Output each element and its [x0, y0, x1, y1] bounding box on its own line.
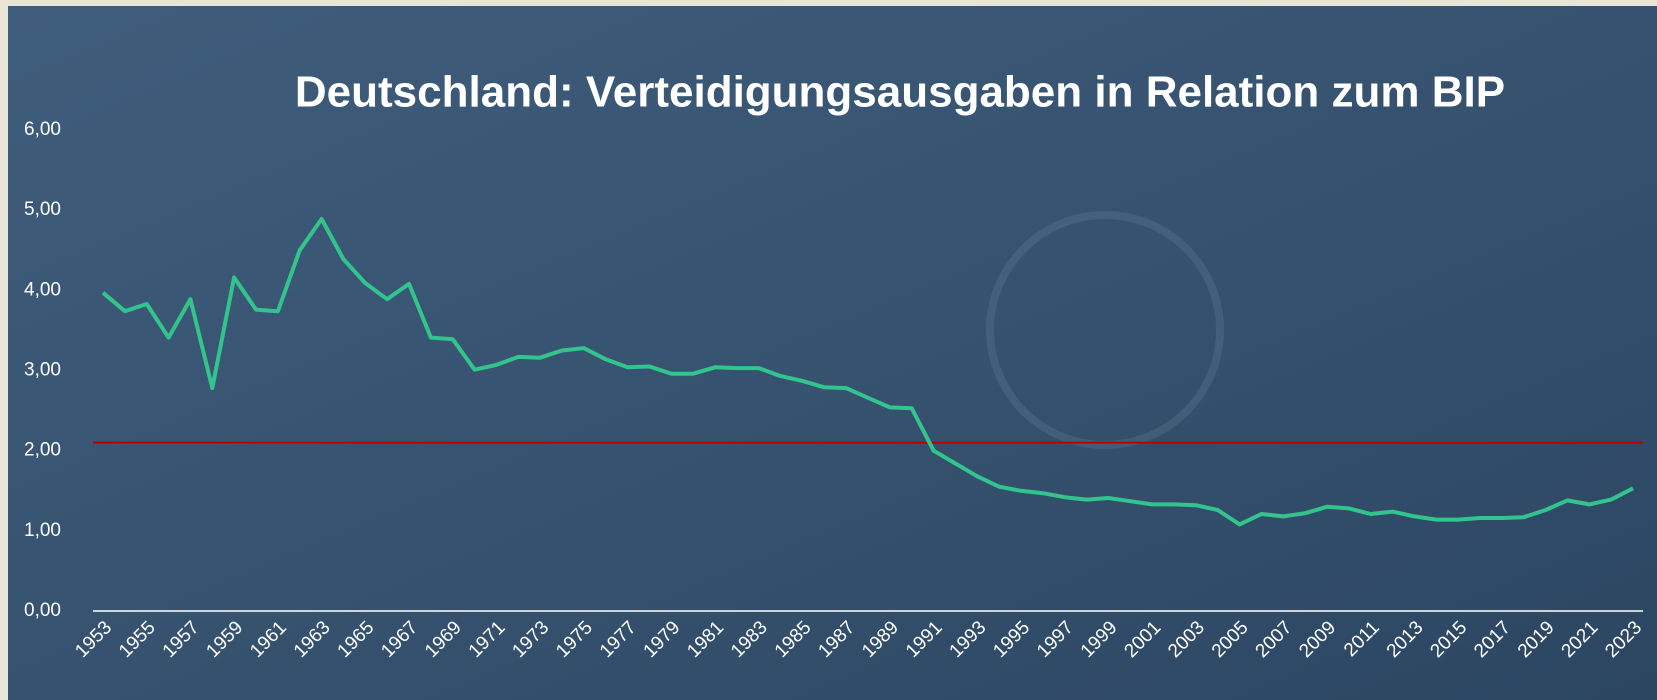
- y-tick-label: 0,00: [24, 600, 61, 621]
- chart: Deutschland: Verteidigungsausgaben in Re…: [0, 0, 1657, 700]
- y-tick-label: 3,00: [24, 360, 61, 381]
- y-tick-label: 1,00: [24, 520, 61, 541]
- chart-title: Deutschland: Verteidigungsausgaben in Re…: [295, 68, 1505, 117]
- y-tick-label: 2,00: [24, 440, 61, 461]
- y-tick-label: 6,00: [24, 119, 61, 140]
- y-tick-label: 4,00: [24, 279, 61, 300]
- y-tick-label: 5,00: [24, 199, 61, 220]
